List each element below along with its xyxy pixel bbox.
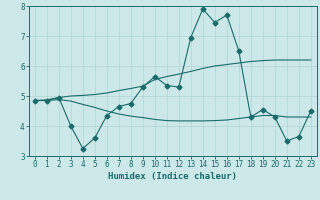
X-axis label: Humidex (Indice chaleur): Humidex (Indice chaleur)	[108, 172, 237, 181]
